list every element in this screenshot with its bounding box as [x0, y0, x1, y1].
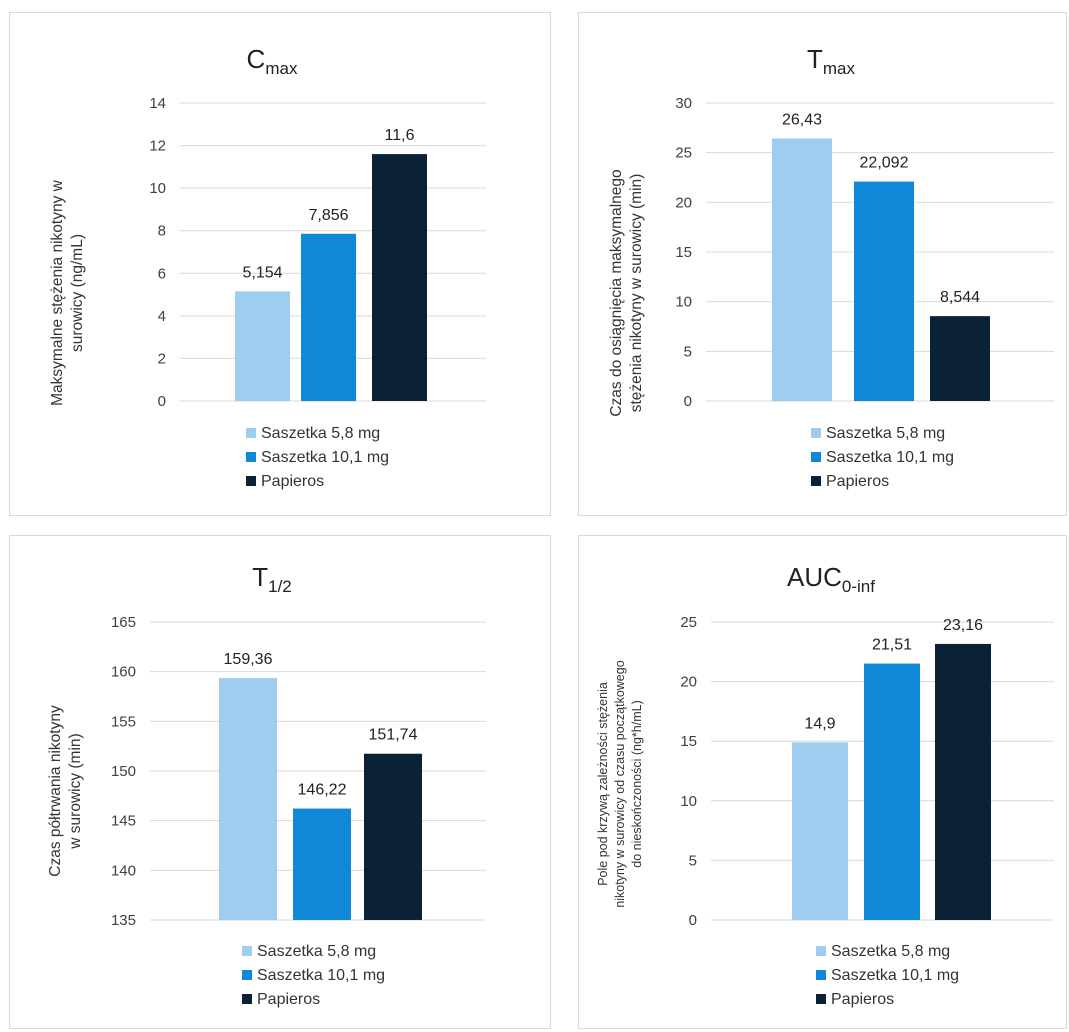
y-axis-label: Czas półtrwania nikotyny w surowicy (min): [47, 705, 84, 877]
y-tick-label: 6: [158, 265, 166, 282]
legend-swatch: [816, 946, 826, 956]
y-tick-label: 15: [680, 733, 697, 750]
data-label: 151,74: [369, 727, 418, 744]
legend-label: Saszetka 10,1 mg: [261, 449, 389, 466]
y-tick-label: 30: [675, 95, 692, 112]
legend-swatch: [811, 476, 821, 486]
y-tick-label: 165: [111, 614, 136, 631]
bar-papieros: [372, 154, 427, 401]
legend-swatch: [816, 994, 826, 1004]
data-label: 22,092: [860, 155, 909, 172]
legend-swatch: [242, 946, 252, 956]
chart-svg-auc: 0 5 10 15 20 25 14,9 21,51 23,16 AUC0-inf Pole pod…: [596, 562, 1054, 1008]
legend-swatch: [242, 970, 252, 980]
legend-swatch: [242, 994, 252, 1004]
y-tick-label: 10: [149, 180, 166, 197]
legend-swatch: [246, 452, 256, 462]
y-tick-label: 25: [675, 145, 692, 162]
chart-title: AUC0-inf: [787, 562, 875, 596]
legend-swatch: [246, 476, 256, 486]
legend-label: Papieros: [257, 991, 320, 1008]
legend-label: Papieros: [826, 473, 889, 490]
y-axis-label: Maksymalne stężenia nikotyny w surowicy (…: [49, 179, 86, 406]
y-tick-label: 155: [111, 713, 136, 730]
legend-label: Papieros: [831, 991, 894, 1008]
bar-saszetka-10-1: [301, 233, 356, 401]
bar-papieros: [364, 753, 422, 920]
data-label: 11,6: [385, 127, 415, 144]
bar-saszetka-5-8: [235, 291, 290, 401]
y-tick-label: 145: [111, 813, 136, 830]
chart-svg-tmax: 0 5 10 15 20 25 30 26,43 22,092 8,544 Tmax Czas do …: [608, 44, 1054, 490]
chart-title: T1/2: [252, 562, 292, 596]
y-tick-label: 15: [675, 244, 692, 261]
chart-panel-tmax: 0 5 10 15 20 25 30 26,43 22,092 8,544 Tmax Czas do …: [578, 12, 1067, 516]
bar-papieros: [935, 643, 991, 920]
legend-swatch: [246, 428, 256, 438]
legend-swatch: [816, 970, 826, 980]
y-tick-label: 5: [684, 343, 692, 360]
legend-label: Saszetka 5,8 mg: [826, 425, 945, 442]
y-tick-label: 4: [158, 308, 166, 325]
legend-label: Saszetka 5,8 mg: [257, 943, 376, 960]
bar-saszetka-10-1: [854, 181, 914, 401]
bar-saszetka-10-1: [864, 663, 920, 920]
data-label: 5,154: [242, 264, 282, 281]
y-tick-label: 20: [675, 194, 692, 211]
data-label: 23,16: [943, 617, 983, 634]
y-tick-label: 8: [158, 223, 166, 240]
y-tick-label: 135: [111, 912, 136, 929]
data-label: 14,9: [804, 715, 835, 732]
legend-label: Saszetka 10,1 mg: [257, 967, 385, 984]
y-tick-label: 150: [111, 763, 136, 780]
legend-label: Papieros: [261, 473, 324, 490]
legend-swatch: [811, 428, 821, 438]
y-tick-label: 0: [684, 393, 692, 410]
y-tick-label: 140: [111, 862, 136, 879]
legend-label: Saszetka 10,1 mg: [831, 967, 959, 984]
legend-label: Saszetka 5,8 mg: [831, 943, 950, 960]
chart-panel-t-half: 135 140 145 150 155 160 165 159,36 146,22 151,74 T…: [9, 535, 551, 1029]
y-tick-label: 0: [689, 912, 697, 929]
y-tick-label: 25: [680, 614, 697, 631]
chart-panel-cmax: 0 2 4 6 8 10 12 14 5,154 7,856 11,6 Cmax Maksymalne …: [9, 12, 551, 516]
chart-title: Cmax: [247, 44, 298, 78]
y-axis-label: Pole pod krzywą zależności stężenia nikot…: [596, 660, 644, 907]
y-tick-label: 10: [675, 294, 692, 311]
y-tick-label: 14: [149, 95, 166, 112]
y-tick-label: 20: [680, 674, 697, 691]
y-tick-label: 160: [111, 664, 136, 681]
y-tick-label: 10: [680, 793, 697, 810]
bar-saszetka-5-8: [792, 742, 848, 920]
chart-panel-auc: 0 5 10 15 20 25 14,9 21,51 23,16 AUC0-inf Pole pod…: [578, 535, 1067, 1029]
y-tick-label: 5: [689, 852, 697, 869]
chart-svg-cmax: 0 2 4 6 8 10 12 14 5,154 7,856 11,6 Cmax Maksymalne …: [49, 44, 486, 490]
chart-svg-t-half: 135 140 145 150 155 160 165 159,36 146,22 151,74 T…: [47, 562, 486, 1008]
bar-saszetka-5-8: [219, 678, 277, 920]
legend-label: Saszetka 10,1 mg: [826, 449, 954, 466]
data-label: 159,36: [224, 651, 273, 668]
bar-saszetka-5-8: [772, 138, 832, 401]
bar-papieros: [930, 316, 990, 401]
data-label: 7,856: [308, 207, 348, 224]
data-label: 21,51: [872, 637, 912, 654]
bar-saszetka-10-1: [293, 808, 351, 920]
y-tick-label: 0: [158, 393, 166, 410]
data-label: 8,544: [940, 289, 980, 306]
data-label: 146,22: [298, 782, 347, 799]
data-label: 26,43: [782, 111, 822, 128]
chart-title: Tmax: [807, 44, 856, 78]
y-tick-label: 2: [158, 350, 166, 367]
y-axis-label: Czas do osiągnięcia maksymalnego stężenia…: [608, 169, 645, 416]
legend-label: Saszetka 5,8 mg: [261, 425, 380, 442]
y-tick-label: 12: [149, 138, 166, 155]
legend-swatch: [811, 452, 821, 462]
